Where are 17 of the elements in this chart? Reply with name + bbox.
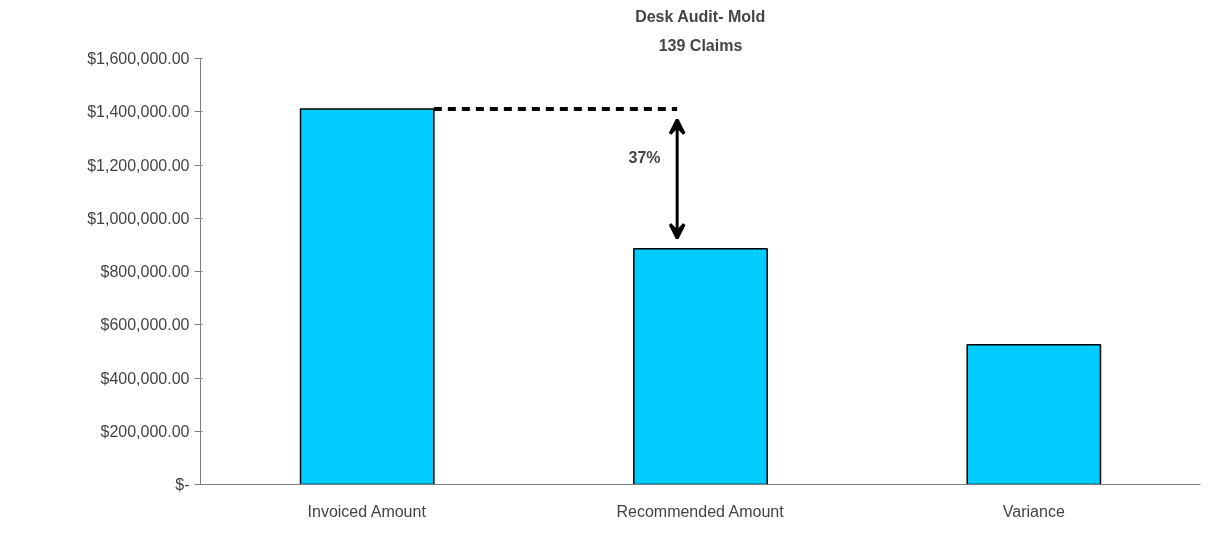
bar [633,248,768,485]
y-tick-label: $1,000,000.00 [87,209,190,227]
x-tick-label: Invoiced Amount [307,502,427,520]
bar [966,343,1102,485]
y-tick-label: $- [175,476,190,493]
chart-subtitle: 139 Claims [658,36,743,54]
y-tick-label: $800,000.00 [100,263,190,280]
y-tick-label: $600,000.00 [100,316,190,334]
y-tick-label: $1,200,000.00 [87,156,190,174]
annotation: 37% [628,149,661,167]
chart-title: Desk Audit- Mold [635,7,766,25]
y-tick-label: $1,600,000.00 [87,50,190,67]
x-tick-label: Recommended Amount [616,502,785,520]
x-tick-label: Variance [1002,502,1065,520]
y-tick-label: $200,000.00 [100,422,190,440]
y-tick-label: $1,400,000.00 [87,103,190,121]
y-tick-label: $400,000.00 [100,369,190,387]
